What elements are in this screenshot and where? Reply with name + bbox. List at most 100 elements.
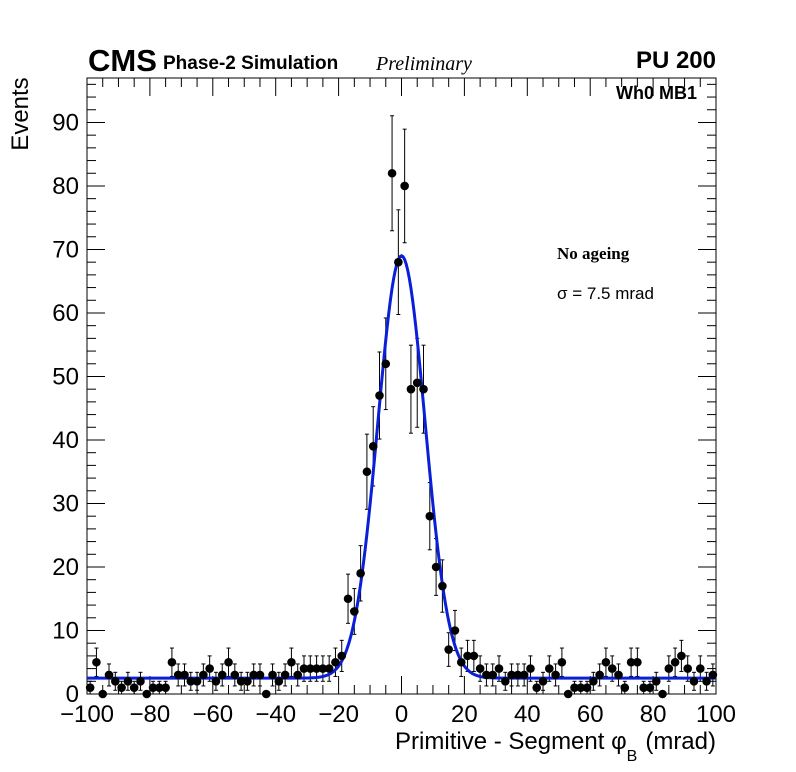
x-tick-label: 40 <box>514 701 541 728</box>
data-point <box>576 683 586 692</box>
data-point <box>633 657 642 667</box>
data-point <box>356 569 365 578</box>
data-point <box>230 670 240 680</box>
data-point <box>312 664 321 673</box>
data-point <box>318 664 328 673</box>
data-point <box>280 670 290 680</box>
data-point <box>589 676 598 686</box>
x-tick-label: −100 <box>60 701 114 728</box>
data-point <box>626 657 636 667</box>
x-axis-label-unit: (mrad) <box>645 728 716 755</box>
data-point <box>85 683 95 692</box>
y-tick-label: 90 <box>52 109 79 136</box>
y-tick-label: 80 <box>52 173 79 200</box>
data-point <box>148 683 158 692</box>
data-point <box>331 657 340 667</box>
data-point <box>500 676 510 686</box>
data-point <box>551 670 560 680</box>
data-point <box>400 181 409 191</box>
cms-label: CMS <box>88 43 157 78</box>
data-point <box>469 651 479 661</box>
data-point <box>111 676 120 686</box>
data-point <box>217 670 227 680</box>
data-point <box>268 670 277 680</box>
data-point <box>362 467 372 477</box>
data-point <box>695 664 705 673</box>
data-point <box>450 626 460 635</box>
y-tick-labels: 0 10 20 30 40 50 60 70 80 90 <box>52 109 79 708</box>
data-point <box>305 664 315 673</box>
data-point <box>142 689 152 699</box>
data-point <box>519 670 529 680</box>
data-point <box>337 651 347 661</box>
data-point <box>601 657 611 667</box>
data-point <box>595 670 604 680</box>
data-point <box>526 664 535 673</box>
data-point <box>406 384 416 394</box>
data-point <box>677 651 686 661</box>
data-point <box>173 670 183 680</box>
data-point <box>538 676 548 686</box>
data-point <box>614 670 623 680</box>
data-point <box>161 683 170 692</box>
x-tick-label: 20 <box>451 701 478 728</box>
data-point <box>123 676 133 686</box>
data-point <box>167 657 177 667</box>
data-point <box>507 670 516 680</box>
data-point <box>689 676 699 686</box>
data-point <box>488 670 498 680</box>
data-point <box>117 683 126 692</box>
data-point <box>261 689 271 699</box>
x-tick-label: 100 <box>696 701 736 728</box>
y-axis-label: Events <box>7 77 34 150</box>
data-point <box>299 664 309 673</box>
y-tick-label: 70 <box>52 236 79 263</box>
x-tick-label: −20 <box>318 701 359 728</box>
data-point <box>419 384 428 394</box>
data-point <box>155 683 164 692</box>
data-point <box>570 683 579 692</box>
axis-ticks <box>86 78 717 695</box>
data-point <box>236 676 246 686</box>
data-point <box>645 683 655 692</box>
data-point <box>463 651 472 661</box>
data-point <box>494 664 504 673</box>
x-axis-label-sub: B <box>627 748 638 765</box>
data-point <box>664 664 674 673</box>
data-point <box>381 359 391 369</box>
data-point <box>563 689 573 699</box>
x-axis-label: Primitive - Segment φB (mrad) <box>395 728 716 765</box>
y-tick-label: 10 <box>52 617 79 644</box>
data-point <box>136 676 145 686</box>
data-point <box>482 670 491 680</box>
data-point <box>180 670 189 680</box>
y-tick-label: 20 <box>52 554 79 581</box>
data-point <box>708 670 718 680</box>
x-tick-label: −60 <box>192 701 233 728</box>
data-point <box>255 670 265 680</box>
data-point <box>532 683 542 692</box>
data-point <box>438 581 447 591</box>
data-point <box>394 257 403 267</box>
y-tick-label: 30 <box>52 490 79 517</box>
data-point <box>186 676 196 686</box>
x-tick-labels: −100 −80 −60 −40 −20 0 20 40 60 80 100 <box>60 701 736 728</box>
data-point <box>274 676 284 686</box>
data-point <box>639 683 648 692</box>
data-point <box>545 664 554 673</box>
pileup-label: PU 200 <box>636 47 716 74</box>
data-point <box>444 645 453 654</box>
data-point <box>343 594 353 604</box>
data-point <box>324 664 334 673</box>
data-point <box>129 683 139 692</box>
data-point <box>205 664 214 673</box>
data-point <box>513 670 523 680</box>
legend-sigma: σ = 7.5 mrad <box>557 284 654 303</box>
data-point <box>683 664 692 673</box>
y-tick-label: 0 <box>66 681 79 708</box>
data-point <box>387 168 397 178</box>
data-point <box>350 607 359 616</box>
data-point <box>658 689 667 699</box>
data-points <box>85 168 718 699</box>
x-axis-label-main: Primitive - Segment φ <box>395 728 627 755</box>
